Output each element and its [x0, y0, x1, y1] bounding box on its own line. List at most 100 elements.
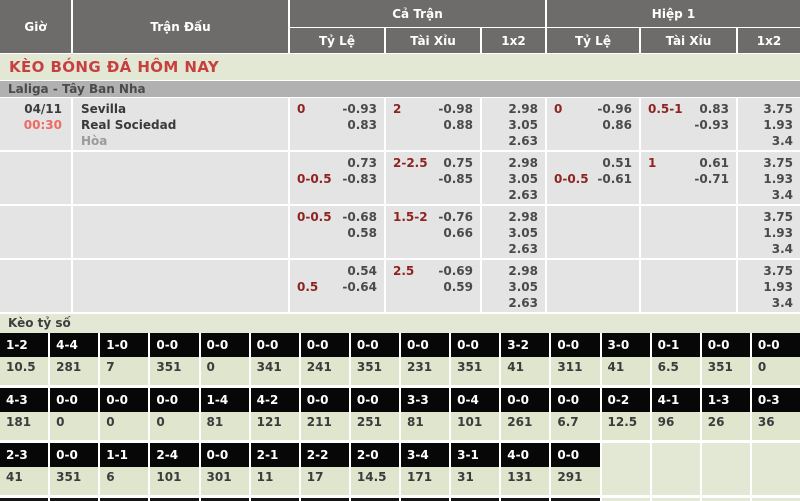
ft-handicap-cell[interactable]: 0-0.5 -0.68 0.58	[290, 206, 384, 258]
score-option-label[interactable]: 2-4	[150, 443, 199, 467]
odd-value[interactable]: 0.86	[602, 118, 632, 132]
score-bet-cell[interactable]: 3-3 81	[401, 388, 450, 440]
score-odds-value[interactable]: 41	[601, 357, 650, 385]
score-option-label[interactable]: 0-0	[401, 333, 450, 357]
score-bet-cell[interactable]: 0-0 0	[150, 388, 199, 440]
odd-value[interactable]: 0.73	[347, 156, 377, 170]
score-option-label[interactable]: 4-1	[651, 388, 700, 412]
odd-value[interactable]: 0.83	[699, 102, 729, 116]
ft-1x2-cell[interactable]: 2.98 3.05 2.63	[482, 152, 545, 204]
score-bet-cell[interactable]: 4-3 181	[0, 388, 49, 440]
score-bet-cell[interactable]: 0-0 351	[50, 443, 99, 495]
score-odds-value[interactable]: 241	[300, 357, 349, 385]
score-odds-value[interactable]: 301	[200, 467, 249, 495]
score-bet-cell[interactable]: 4-0 131	[501, 443, 550, 495]
odd-2[interactable]: 3.05	[508, 280, 538, 294]
odd-1[interactable]: 3.75	[763, 156, 793, 170]
odd-value[interactable]: -0.76	[438, 210, 473, 224]
odd-1[interactable]: 3.75	[763, 102, 793, 116]
score-bet-cell[interactable]: 0-0 231	[401, 333, 450, 385]
score-option-label[interactable]: 4-2	[250, 388, 299, 412]
odd-value[interactable]: 0.51	[602, 156, 632, 170]
odd-x[interactable]: 2.63	[508, 134, 538, 148]
odd-value[interactable]: 0.61	[699, 156, 729, 170]
score-odds-value[interactable]: 41	[501, 357, 550, 385]
score-odds-value[interactable]: 41	[0, 467, 49, 495]
score-odds-value[interactable]: 12.5	[601, 412, 650, 440]
score-option-label[interactable]: 4-4	[50, 333, 99, 357]
score-option-label[interactable]: 0-0	[300, 333, 349, 357]
score-odds-value[interactable]: 11	[250, 467, 299, 495]
score-odds-value[interactable]: 26	[701, 412, 750, 440]
score-bet-cell[interactable]: 3-1 31	[451, 443, 500, 495]
score-odds-value[interactable]: 6.7	[551, 412, 600, 440]
odd-value[interactable]: -0.93	[694, 118, 729, 132]
odd-value[interactable]: -0.93	[342, 102, 377, 116]
score-option-label[interactable]: 2-1	[250, 443, 299, 467]
odd-value[interactable]: -0.68	[342, 210, 377, 224]
odd-value[interactable]: 0.88	[443, 118, 473, 132]
score-option-label[interactable]: 3-3	[401, 388, 450, 412]
score-option-label[interactable]: 0-0	[150, 388, 199, 412]
score-odds-value[interactable]: 81	[401, 412, 450, 440]
score-option-label[interactable]: 0-0	[751, 333, 800, 357]
odd-value[interactable]: 0.54	[347, 264, 377, 278]
score-bet-cell[interactable]: 4-2 121	[250, 388, 299, 440]
score-option-label[interactable]: 0-0	[551, 443, 600, 467]
odd-2[interactable]: 1.93	[763, 280, 793, 294]
score-option-label[interactable]: 0-4	[451, 388, 500, 412]
score-odds-value[interactable]: 131	[501, 467, 550, 495]
h1-overunder-cell[interactable]: 1 0.61 -0.71	[641, 152, 736, 204]
score-odds-value[interactable]: 17	[300, 467, 349, 495]
odd-x[interactable]: 3.4	[771, 242, 793, 256]
score-odds-value[interactable]: 31	[451, 467, 500, 495]
score-bet-cell[interactable]: 0-0 0	[50, 388, 99, 440]
score-odds-value[interactable]: 14.5	[350, 467, 399, 495]
ft-overunder-cell[interactable]: 2-2.5 0.75 -0.85	[386, 152, 480, 204]
odd-x[interactable]: 2.63	[508, 188, 538, 202]
score-bet-cell[interactable]: 2-2 17	[300, 443, 349, 495]
score-bet-cell[interactable]: 0-0 211	[300, 388, 349, 440]
h1-overunder-cell[interactable]: 0.5-1 0.83 -0.93	[641, 98, 736, 150]
score-bet-cell[interactable]: 0-0 0	[200, 333, 249, 385]
score-bet-cell[interactable]: 3-2 41	[501, 333, 550, 385]
odd-value[interactable]: -0.69	[438, 264, 473, 278]
score-option-label[interactable]: 1-0	[100, 333, 149, 357]
score-odds-value[interactable]: 96	[651, 412, 700, 440]
score-bet-cell[interactable]: 3-4 171	[401, 443, 450, 495]
odd-value[interactable]: 0.75	[443, 156, 473, 170]
h1-1x2-cell[interactable]: 3.75 1.93 3.4	[738, 260, 800, 312]
score-bet-cell[interactable]: 0-3 36	[751, 388, 800, 440]
score-bet-cell[interactable]: 0-0 351	[150, 333, 199, 385]
score-bet-cell[interactable]: 4-4 281	[50, 333, 99, 385]
h1-handicap-cell[interactable]: 0.51 0-0.5 -0.61	[547, 152, 639, 204]
score-odds-value[interactable]: 231	[401, 357, 450, 385]
score-odds-value[interactable]: 211	[300, 412, 349, 440]
score-bet-cell[interactable]: 1-3 26	[701, 388, 750, 440]
score-odds-value[interactable]: 101	[451, 412, 500, 440]
odd-x[interactable]: 3.4	[771, 188, 793, 202]
score-bet-cell[interactable]: 0-0 0	[751, 333, 800, 385]
score-option-label[interactable]: 0-0	[551, 333, 600, 357]
score-odds-value[interactable]: 7	[100, 357, 149, 385]
score-odds-value[interactable]: 261	[501, 412, 550, 440]
score-option-label[interactable]: 2-3	[0, 443, 49, 467]
score-option-label[interactable]: 0-0	[701, 333, 750, 357]
ft-handicap-cell[interactable]: 0 -0.93 0.83	[290, 98, 384, 150]
score-bet-cell[interactable]: 0-0 6.7	[551, 388, 600, 440]
score-odds-value[interactable]: 351	[50, 467, 99, 495]
score-option-label[interactable]: 4-3	[0, 388, 49, 412]
score-odds-value[interactable]: 341	[250, 357, 299, 385]
score-option-label[interactable]: 0-0	[350, 333, 399, 357]
h1-1x2-cell[interactable]: 3.75 1.93 3.4	[738, 98, 800, 150]
score-option-label[interactable]: 0-0	[350, 388, 399, 412]
score-odds-value[interactable]: 171	[401, 467, 450, 495]
score-odds-value[interactable]: 251	[350, 412, 399, 440]
score-option-label[interactable]: 3-0	[601, 333, 650, 357]
score-option-label[interactable]: 0-0	[150, 333, 199, 357]
score-odds-value[interactable]: 0	[150, 412, 199, 440]
ft-1x2-cell[interactable]: 2.98 3.05 2.63	[482, 98, 545, 150]
score-odds-value[interactable]: 6	[100, 467, 149, 495]
score-odds-value[interactable]: 10.5	[0, 357, 49, 385]
score-bet-cell[interactable]: 1-1 6	[100, 443, 149, 495]
